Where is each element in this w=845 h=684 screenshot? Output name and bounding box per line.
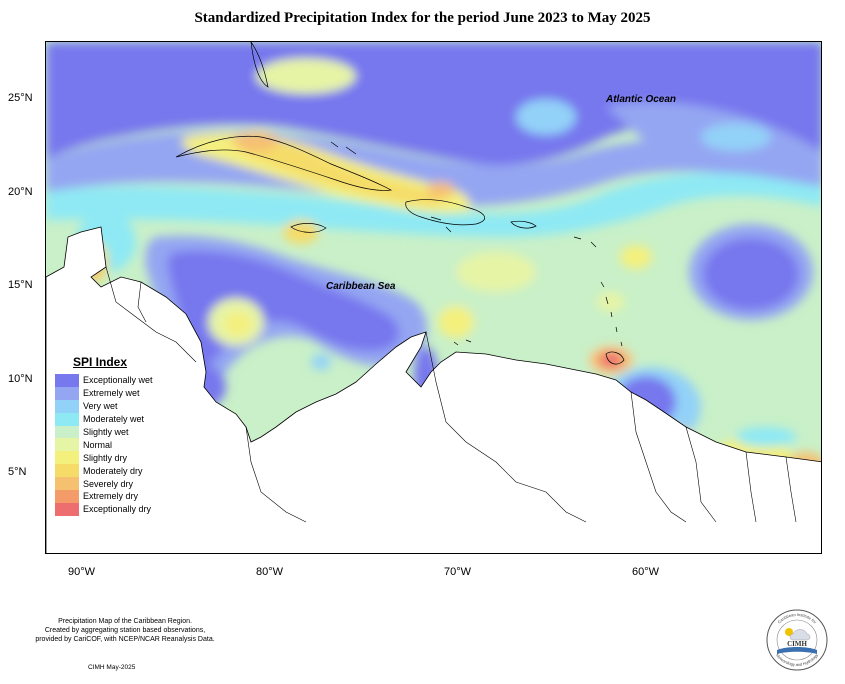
lat-tick: 15°N: [8, 279, 33, 291]
legend-label: Exceptionally dry: [83, 504, 152, 515]
legend-label: Normal: [83, 439, 113, 450]
footer-note-line: Precipitation Map of the Caribbean Regio…: [58, 618, 192, 625]
legend-swatch: [55, 374, 79, 387]
legend-item: Exceptionally wet: [55, 374, 160, 387]
cimh-logo-icon: CIMH Caribbean Institute for Meteorology…: [766, 609, 828, 671]
legend-label: Moderately wet: [83, 414, 145, 425]
legend-swatch: [55, 477, 79, 491]
caribbean-sea-label: Caribbean Sea: [326, 281, 396, 292]
lon-tick: 70°W: [444, 566, 472, 578]
footer-note-line: Created by aggregating station based obs…: [44, 627, 206, 634]
legend-item: Exceptionally dry: [55, 502, 160, 516]
legend-swatch: [55, 451, 79, 465]
legend-swatch: [55, 438, 79, 452]
legend-swatch: [55, 464, 79, 478]
footer-note-line: provided by CariCOF, with NCEP/NCAR Rean…: [35, 636, 215, 643]
legend-label: Severely dry: [83, 478, 134, 489]
legend-item: Very wet: [55, 399, 160, 413]
legend-item: Moderately wet: [55, 412, 160, 426]
legend-label: Slightly dry: [83, 452, 128, 463]
legend-item: Normal: [55, 438, 160, 452]
logo-text: CIMH: [787, 640, 807, 648]
legend-item: Extremely dry: [55, 490, 160, 503]
legend-rows: Exceptionally wet Extremely wet Very wet Mo…: [55, 374, 160, 516]
country-borders: [105, 266, 797, 523]
legend-swatch: [55, 412, 79, 426]
lon-tick: 80°W: [256, 566, 284, 578]
legend-swatch: [55, 399, 79, 413]
lat-tick: 10°N: [8, 373, 33, 385]
legend-label: Slightly wet: [83, 427, 129, 437]
cimh-logo: CIMH Caribbean Institute for Meteorology…: [765, 608, 829, 672]
legend-label: Very wet: [83, 401, 118, 412]
footer-note: Precipitation Map of the Caribbean Regio…: [15, 617, 235, 644]
legend-label: Exceptionally wet: [83, 375, 153, 386]
lon-tick: 60°W: [632, 566, 660, 578]
spi-map: Atlantic Ocean Caribbean Sea: [45, 41, 822, 554]
legend-label: Extremely dry: [83, 491, 139, 502]
legend-swatch: [55, 502, 79, 516]
spi-map-canvas: [46, 42, 821, 553]
legend-swatch: [55, 490, 79, 503]
land: [46, 226, 821, 553]
legend-swatch: [55, 386, 79, 400]
lat-tick: 25°N: [8, 92, 33, 104]
atlantic-ocean-label: Atlantic Ocean: [606, 94, 677, 105]
footer-credit: CIMH May-2025: [88, 664, 136, 671]
legend-label: Moderately dry: [83, 465, 143, 476]
lon-tick: 90°W: [68, 566, 96, 578]
legend-swatch: [55, 425, 79, 439]
spi-legend: SPI Index Exceptionally wet Extremely wet…: [55, 355, 160, 516]
legend-item: Extremely wet: [55, 386, 160, 400]
legend-title: SPI Index: [73, 355, 128, 369]
legend-item: Moderately dry: [55, 464, 160, 478]
legend-label: Extremely wet: [83, 388, 140, 399]
legend-item: Slightly wet: [55, 425, 160, 439]
legend-item: Slightly dry: [55, 451, 160, 465]
lat-tick: 20°N: [8, 186, 33, 198]
legend-item: Severely dry: [55, 477, 160, 491]
map-title: Standardized Precipitation Index for the…: [194, 10, 651, 26]
lat-tick: 5°N: [8, 466, 27, 478]
islands: [175, 42, 625, 365]
